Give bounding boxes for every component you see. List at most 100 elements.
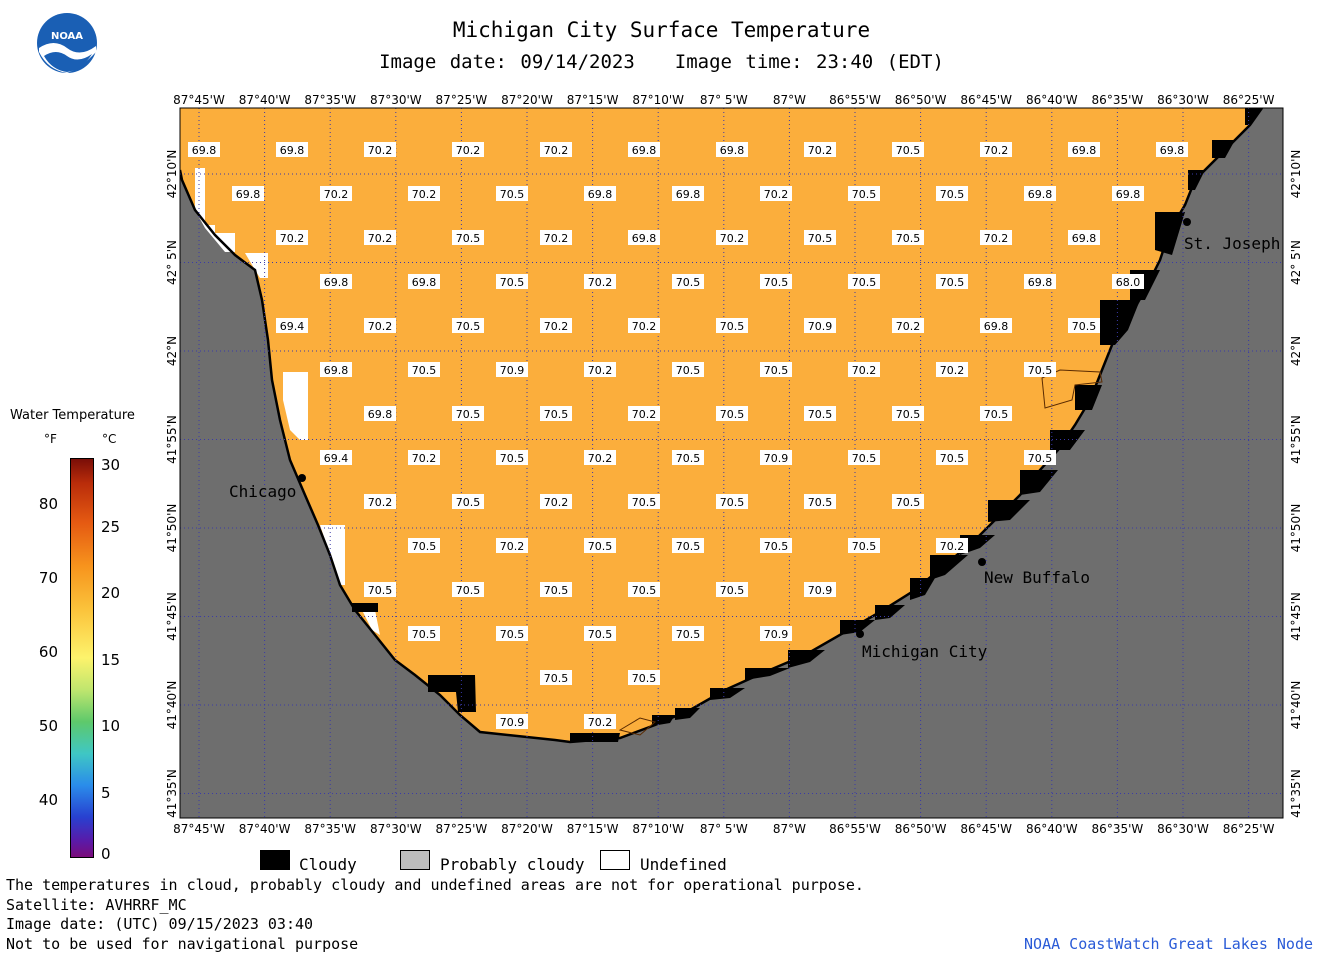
lon-tick-label-top: 87°20'W: [501, 93, 553, 107]
temp-value: 70.2: [368, 144, 393, 157]
temp-label: 69.8: [628, 230, 660, 245]
temp-value: 70.5: [896, 144, 921, 157]
temp-value: 70.5: [544, 408, 569, 421]
temp-label: 70.2: [496, 538, 528, 553]
temp-label: 70.5: [716, 494, 748, 509]
temp-label: 70.5: [628, 582, 660, 597]
temp-value: 70.9: [500, 364, 525, 377]
temp-label-bg: [760, 450, 792, 465]
temp-value: 70.5: [984, 408, 1009, 421]
temp-label: 70.9: [496, 714, 528, 729]
temp-label-bg: [936, 450, 968, 465]
temp-label: 70.5: [892, 406, 924, 421]
temp-label: 70.5: [1068, 318, 1100, 333]
lat-tick-label-right: 41°35'N: [1289, 769, 1303, 818]
temp-label: 70.5: [408, 538, 440, 553]
temp-label: 70.2: [364, 318, 396, 333]
temp-label: 69.8: [1156, 142, 1188, 157]
temp-label: 70.2: [584, 362, 616, 377]
footer-satellite: Satellite: AVHRRF_MC: [6, 896, 187, 914]
temp-label-bg: [1112, 274, 1144, 289]
temp-label-bg: [452, 318, 484, 333]
temp-value: 70.5: [1028, 452, 1053, 465]
temp-value: 69.8: [1072, 144, 1097, 157]
temp-label-bg: [672, 626, 704, 641]
temp-value: 70.9: [808, 584, 833, 597]
scale-tick-c: 30: [101, 456, 121, 474]
temp-value: 69.8: [1028, 276, 1053, 289]
temp-label: 70.5: [672, 538, 704, 553]
temp-value: 70.5: [412, 628, 437, 641]
temp-label: 70.5: [804, 494, 836, 509]
temp-value: 69.8: [632, 232, 657, 245]
lat-tick-label-left: 41°40'N: [165, 681, 179, 730]
temp-label: 70.5: [496, 274, 528, 289]
temp-label-bg: [760, 186, 792, 201]
temp-label-bg: [1024, 450, 1056, 465]
temp-label: 70.2: [320, 186, 352, 201]
temp-label-bg: [540, 318, 572, 333]
lat-tick-label-left: 41°45'N: [165, 592, 179, 641]
temp-label: 69.4: [320, 450, 352, 465]
temp-label-bg: [188, 142, 220, 157]
temp-label-bg: [584, 362, 616, 377]
temp-label-bg: [496, 538, 528, 553]
temp-label: 70.5: [892, 230, 924, 245]
scale-tick-c: 15: [101, 651, 121, 669]
temp-value: 69.8: [1072, 232, 1097, 245]
temp-value: 70.5: [632, 672, 657, 685]
lon-tick-label-bottom: 86°30'W: [1157, 822, 1209, 836]
temp-value: 70.5: [412, 364, 437, 377]
temp-label-bg: [1024, 362, 1056, 377]
temp-label-bg: [540, 406, 572, 421]
temp-label-bg: [364, 494, 396, 509]
temp-label-bg: [452, 494, 484, 509]
temp-label: 69.8: [1024, 274, 1056, 289]
temp-label-bg: [980, 230, 1012, 245]
lon-tick-label-bottom: 86°25'W: [1223, 822, 1275, 836]
lat-tick-label-right: 41°55'N: [1289, 415, 1303, 464]
temp-value: 70.2: [368, 496, 393, 509]
temp-value: 70.5: [588, 628, 613, 641]
temp-label: 69.8: [672, 186, 704, 201]
temp-label: 70.5: [760, 362, 792, 377]
temp-value: 69.8: [1116, 188, 1141, 201]
temp-label: 70.2: [980, 230, 1012, 245]
temp-label-bg: [892, 494, 924, 509]
unit-fahrenheit: °F: [44, 432, 57, 446]
temp-value: 69.8: [676, 188, 701, 201]
lake-water: [180, 108, 1262, 742]
temp-value: 70.2: [324, 188, 349, 201]
temp-value: 70.5: [852, 540, 877, 553]
temp-label-bg: [716, 582, 748, 597]
temp-value: 70.2: [588, 716, 613, 729]
temp-label-bg: [804, 494, 836, 509]
temp-value: 70.5: [544, 584, 569, 597]
lat-tick-label-right: 42°N: [1289, 336, 1303, 366]
temp-value: 70.5: [852, 276, 877, 289]
temp-label-bg: [408, 538, 440, 553]
temp-value: 69.4: [324, 452, 349, 465]
temp-label-bg: [672, 274, 704, 289]
temp-label-bg: [804, 142, 836, 157]
temp-label: 70.5: [584, 538, 616, 553]
temp-label-bg: [628, 142, 660, 157]
city-michigan-city: Michigan City: [856, 630, 988, 661]
contour-line: [618, 717, 657, 736]
temp-label-bg: [540, 494, 572, 509]
temp-value: 70.5: [500, 188, 525, 201]
city-label: Michigan City: [862, 642, 988, 661]
temp-value: 70.5: [368, 584, 393, 597]
temp-label: 69.8: [408, 274, 440, 289]
temp-label-bg: [496, 626, 528, 641]
temp-label: 70.5: [848, 538, 880, 553]
temp-label-bg: [1024, 186, 1056, 201]
temp-label-bg: [408, 362, 440, 377]
temp-label-bg: [628, 318, 660, 333]
temp-label: 70.5: [452, 494, 484, 509]
temp-value: 70.5: [896, 496, 921, 509]
temp-label: 70.2: [540, 494, 572, 509]
lon-tick-label-top: 87°40'W: [239, 93, 291, 107]
temp-label-bg: [408, 186, 440, 201]
